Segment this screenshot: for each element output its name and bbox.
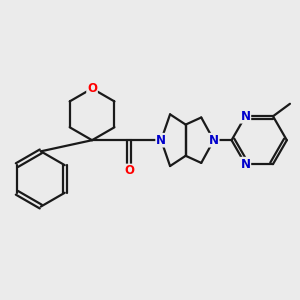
- Text: O: O: [124, 164, 134, 177]
- Text: N: N: [209, 134, 219, 147]
- Text: O: O: [87, 82, 97, 95]
- Text: N: N: [156, 134, 166, 147]
- Text: N: N: [240, 110, 250, 123]
- Text: N: N: [240, 158, 250, 171]
